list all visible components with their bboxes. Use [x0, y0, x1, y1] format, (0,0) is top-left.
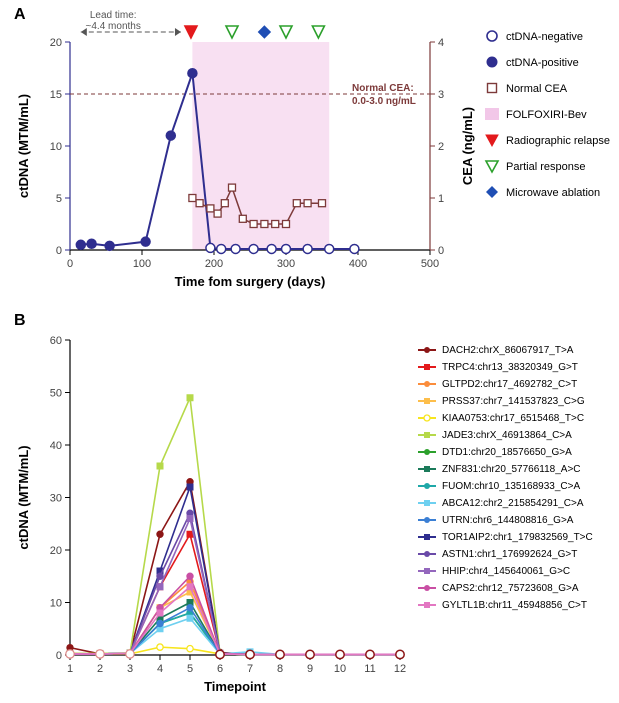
- svg-text:200: 200: [205, 258, 223, 270]
- svg-text:20: 20: [50, 37, 62, 49]
- legend-a-item: Microwave ablation: [486, 186, 600, 199]
- svg-text:GYLTL1B:chr11_45948856_C>T: GYLTL1B:chr11_45948856_C>T: [442, 600, 587, 611]
- svg-text:0: 0: [67, 258, 73, 270]
- svg-text:4: 4: [157, 663, 163, 675]
- svg-text:2: 2: [97, 663, 103, 675]
- svg-text:0.0-3.0 ng/mL: 0.0-3.0 ng/mL: [352, 96, 416, 107]
- svg-text:7: 7: [247, 663, 253, 675]
- svg-text:30: 30: [50, 493, 62, 505]
- svg-text:300: 300: [277, 258, 295, 270]
- svg-text:0: 0: [438, 245, 444, 257]
- svg-text:FOLFOXIRI-Bev: FOLFOXIRI-Bev: [506, 109, 587, 121]
- svg-text:4: 4: [438, 37, 444, 49]
- svg-text:DACH2:chrX_86067917_T>A: DACH2:chrX_86067917_T>A: [442, 345, 574, 356]
- legend-a-item: ctDNA-negative: [487, 31, 583, 43]
- svg-text:Lead time:: Lead time:: [90, 10, 137, 21]
- svg-text:ctDNA-negative: ctDNA-negative: [506, 31, 583, 43]
- svg-text:10: 10: [50, 141, 62, 153]
- svg-text:ctDNA (MTM/mL): ctDNA (MTM/mL): [16, 445, 31, 549]
- svg-text:Partial response: Partial response: [506, 161, 586, 173]
- svg-text:ctDNA-positive: ctDNA-positive: [506, 57, 579, 69]
- svg-text:UTRN:chr6_144808816_G>A: UTRN:chr6_144808816_G>A: [442, 515, 574, 526]
- svg-text:1: 1: [67, 663, 73, 675]
- svg-text:DTD1:chr20_18576650_G>A: DTD1:chr20_18576650_G>A: [442, 447, 572, 458]
- svg-text:100: 100: [133, 258, 151, 270]
- svg-text:KIAA0753:chr17_6515468_T>C: KIAA0753:chr17_6515468_T>C: [442, 413, 584, 424]
- svg-text:HHIP:chr4_145640061_G>C: HHIP:chr4_145640061_G>C: [442, 566, 570, 577]
- svg-text:ctDNA (MTM/mL): ctDNA (MTM/mL): [16, 94, 31, 198]
- svg-text:12: 12: [394, 663, 406, 675]
- svg-text:10: 10: [50, 598, 62, 610]
- svg-text:CEA (ng/mL): CEA (ng/mL): [460, 107, 475, 185]
- svg-text:15: 15: [50, 89, 62, 101]
- svg-text:Timepoint: Timepoint: [204, 679, 267, 694]
- svg-text:FUOM:chr10_135168933_C>A: FUOM:chr10_135168933_C>A: [442, 481, 580, 492]
- chart-b: 1234567891011120102030405060TimepointctD…: [0, 310, 619, 703]
- legend-a-item: ctDNA-positive: [487, 57, 579, 69]
- svg-text:3: 3: [438, 89, 444, 101]
- svg-text:GLTPD2:chr17_4692782_C>T: GLTPD2:chr17_4692782_C>T: [442, 379, 577, 390]
- svg-text:Normal CEA:: Normal CEA:: [352, 83, 414, 94]
- svg-text:1: 1: [438, 193, 444, 205]
- svg-text:Normal CEA: Normal CEA: [506, 83, 568, 95]
- chart-a: 01002003004005000510152001234Time fom su…: [0, 0, 619, 310]
- svg-text:40: 40: [50, 440, 62, 452]
- svg-text:ZNF831:chr20_57766118_A>C: ZNF831:chr20_57766118_A>C: [442, 464, 581, 475]
- svg-text:ABCA12:chr2_215854291_C>A: ABCA12:chr2_215854291_C>A: [442, 498, 584, 509]
- svg-text:20: 20: [50, 545, 62, 557]
- svg-text:50: 50: [50, 388, 62, 400]
- svg-text:Microwave ablation: Microwave ablation: [506, 187, 600, 199]
- svg-text:5: 5: [56, 193, 62, 205]
- svg-text:9: 9: [307, 663, 313, 675]
- legend-a-item: FOLFOXIRI-Bev: [485, 108, 587, 121]
- svg-text:8: 8: [277, 663, 283, 675]
- svg-text:TRPC4:chr13_38320349_G>T: TRPC4:chr13_38320349_G>T: [442, 362, 578, 373]
- svg-text:Radiographic relapse: Radiographic relapse: [506, 135, 610, 147]
- svg-text:5: 5: [187, 663, 193, 675]
- legend-a-item: Radiographic relapse: [486, 135, 610, 147]
- svg-text:PRSS37:chr7_141537823_C>G: PRSS37:chr7_141537823_C>G: [442, 396, 585, 407]
- svg-text:3: 3: [127, 663, 133, 675]
- svg-text:JADE3:chrX_46913864_C>A: JADE3:chrX_46913864_C>A: [442, 430, 572, 441]
- svg-text:CAPS2:chr12_75723608_G>A: CAPS2:chr12_75723608_G>A: [442, 583, 579, 594]
- svg-text:11: 11: [364, 663, 375, 675]
- svg-text:400: 400: [349, 258, 367, 270]
- svg-text:ASTN1:chr1_176992624_G>T: ASTN1:chr1_176992624_G>T: [442, 549, 577, 560]
- svg-text:2: 2: [438, 141, 444, 153]
- svg-text:0: 0: [56, 650, 62, 662]
- svg-text:TOR1AIP2:chr1_179832569_T>C: TOR1AIP2:chr1_179832569_T>C: [442, 532, 593, 543]
- svg-text:60: 60: [50, 335, 62, 347]
- svg-text:~4.4 months: ~4.4 months: [86, 21, 141, 32]
- legend-a-item: Normal CEA: [488, 83, 568, 95]
- svg-text:0: 0: [56, 245, 62, 257]
- svg-text:500: 500: [421, 258, 439, 270]
- svg-text:10: 10: [334, 663, 346, 675]
- legend-a-item: Partial response: [486, 161, 586, 173]
- svg-text:Time fom surgery (days): Time fom surgery (days): [175, 274, 326, 289]
- svg-text:6: 6: [217, 663, 223, 675]
